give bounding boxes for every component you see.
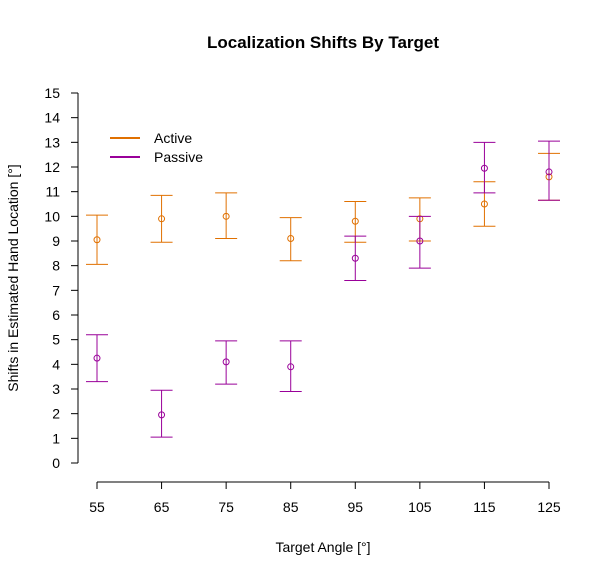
y-tick-label: 4 <box>52 356 60 372</box>
y-tick-label: 5 <box>52 332 60 348</box>
y-tick-label: 15 <box>44 85 60 101</box>
y-tick-label: 14 <box>44 110 60 126</box>
y-tick-label: 6 <box>52 307 60 323</box>
active-point <box>158 215 166 223</box>
y-tick-label: 3 <box>52 381 60 397</box>
legend-label-active: Active <box>154 130 192 146</box>
passive-point <box>287 363 295 371</box>
x-tick-label: 125 <box>537 499 561 515</box>
x-tick-label: 65 <box>154 499 170 515</box>
y-tick-label: 0 <box>52 455 60 471</box>
y-tick-label: 10 <box>44 208 60 224</box>
series-layer <box>86 140 560 438</box>
y-tick-label: 7 <box>52 282 60 298</box>
series-passive <box>86 140 560 438</box>
y-axis-label: Shifts in Estimated Hand Location [°] <box>5 164 21 391</box>
x-tick-label: 105 <box>408 499 432 515</box>
active-point <box>222 212 230 220</box>
y-tick-label: 11 <box>45 184 60 200</box>
active-point <box>351 217 359 225</box>
passive-point <box>351 254 359 262</box>
active-point <box>287 235 295 243</box>
legend-label-passive: Passive <box>154 149 203 165</box>
legend: Active Passive <box>110 130 203 165</box>
passive-point <box>545 168 553 176</box>
y-tick-label: 12 <box>44 159 60 175</box>
active-point <box>480 200 488 208</box>
y-tick-label: 1 <box>52 430 60 446</box>
passive-point <box>93 354 101 362</box>
y-tick-label: 13 <box>44 134 60 150</box>
x-tick-label: 75 <box>218 499 234 515</box>
y-tick-label: 9 <box>52 233 60 249</box>
x-tick-label: 85 <box>283 499 299 515</box>
x-tick-label: 95 <box>347 499 363 515</box>
passive-point <box>158 411 166 419</box>
y-tick-label: 2 <box>52 406 60 422</box>
x-axis-label: Target Angle [°] <box>275 539 370 555</box>
passive-point <box>222 358 230 366</box>
x-tick-label: 115 <box>473 499 496 515</box>
passive-point <box>480 164 488 172</box>
active-point <box>93 236 101 244</box>
passive-point <box>416 237 424 245</box>
series-active <box>86 152 560 265</box>
x-tick-label: 55 <box>89 499 105 515</box>
y-tick-label: 8 <box>52 258 60 274</box>
chart-title: Localization Shifts By Target <box>207 33 439 52</box>
